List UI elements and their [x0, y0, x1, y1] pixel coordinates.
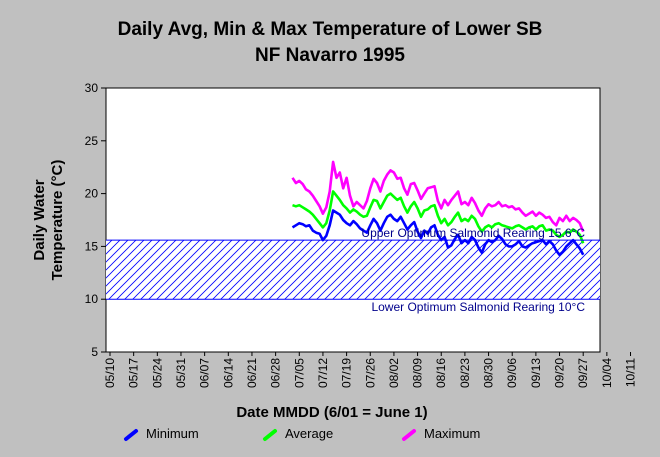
legend-swatch-average — [263, 429, 277, 441]
legend-item-average: Average — [263, 426, 333, 441]
x-tick-label: 07/26 — [363, 358, 377, 388]
x-tick-label: 08/16 — [434, 358, 448, 388]
x-tick-label: 05/10 — [103, 358, 117, 388]
series-line-minimum — [291, 209, 585, 257]
x-tick-label: 07/19 — [340, 358, 354, 388]
chart-title-line-2: NF Navarro 1995 — [255, 45, 405, 66]
x-tick-label: 08/09 — [411, 358, 425, 388]
x-axis: 05/10 05/17 05/24 05/31 06/07 06/14 06/21 06/28… — [103, 352, 638, 388]
y-tick-label: 20 — [85, 187, 99, 201]
legend-swatch-minimum — [124, 429, 138, 441]
series-line-maximum — [291, 160, 585, 233]
legend-swatch-maximum — [402, 429, 416, 441]
x-tick-label: 08/23 — [458, 358, 472, 388]
x-tick-label: 06/21 — [245, 358, 259, 388]
upper-optimum-label: Upper Optimum Salmonid Rearing 15.6°C — [361, 226, 585, 240]
x-tick-label: 05/24 — [150, 358, 164, 388]
x-tick-label: 09/27 — [576, 358, 590, 388]
y-tick-label: 30 — [85, 81, 99, 95]
x-tick-label: 10/11 — [624, 358, 638, 387]
x-axis-title: Date MMDD (6/01 = June 1) — [236, 404, 427, 421]
series-layer — [291, 160, 585, 257]
legend-item-maximum: Maximum — [402, 426, 480, 441]
x-tick-label: 09/13 — [529, 358, 543, 388]
x-tick-label: 08/30 — [482, 358, 496, 388]
y-tick-label: 5 — [91, 345, 98, 359]
x-tick-label: 09/20 — [553, 358, 567, 388]
y-axis-title-line-2: Temperature (°C) — [49, 160, 66, 281]
x-tick-label: 10/04 — [600, 358, 614, 388]
lower-optimum-label: Lower Optimum Salmonid Rearing 10°C — [371, 300, 585, 314]
x-tick-label: 06/28 — [269, 358, 283, 388]
chart-title-line-1: Daily Avg, Min & Max Temperature of Lowe… — [118, 19, 543, 40]
optimum-rearing-band — [106, 240, 600, 300]
x-tick-label: 07/12 — [316, 358, 330, 388]
y-axis-title-line-1: Daily Water — [31, 179, 48, 260]
legend-label-minimum: Minimum — [146, 426, 199, 441]
x-tick-label: 06/14 — [221, 358, 235, 388]
x-tick-label: 05/31 — [174, 358, 188, 388]
x-tick-label: 09/06 — [505, 358, 519, 388]
x-tick-label: 05/17 — [127, 358, 141, 388]
series-line-average — [292, 190, 585, 244]
x-tick-label: 07/05 — [292, 358, 306, 388]
legend-label-average: Average — [285, 426, 333, 441]
legend: Minimum Average Maximum — [124, 426, 480, 441]
legend-label-maximum: Maximum — [424, 426, 480, 441]
legend-item-minimum: Minimum — [124, 426, 199, 441]
y-tick-label: 25 — [85, 134, 99, 148]
y-tick-label: 15 — [85, 239, 99, 253]
x-tick-label: 06/07 — [198, 358, 212, 388]
y-tick-label: 10 — [85, 292, 99, 306]
y-axis: 5 10 15 20 25 30 — [85, 81, 106, 359]
x-tick-label: 08/02 — [387, 358, 401, 388]
